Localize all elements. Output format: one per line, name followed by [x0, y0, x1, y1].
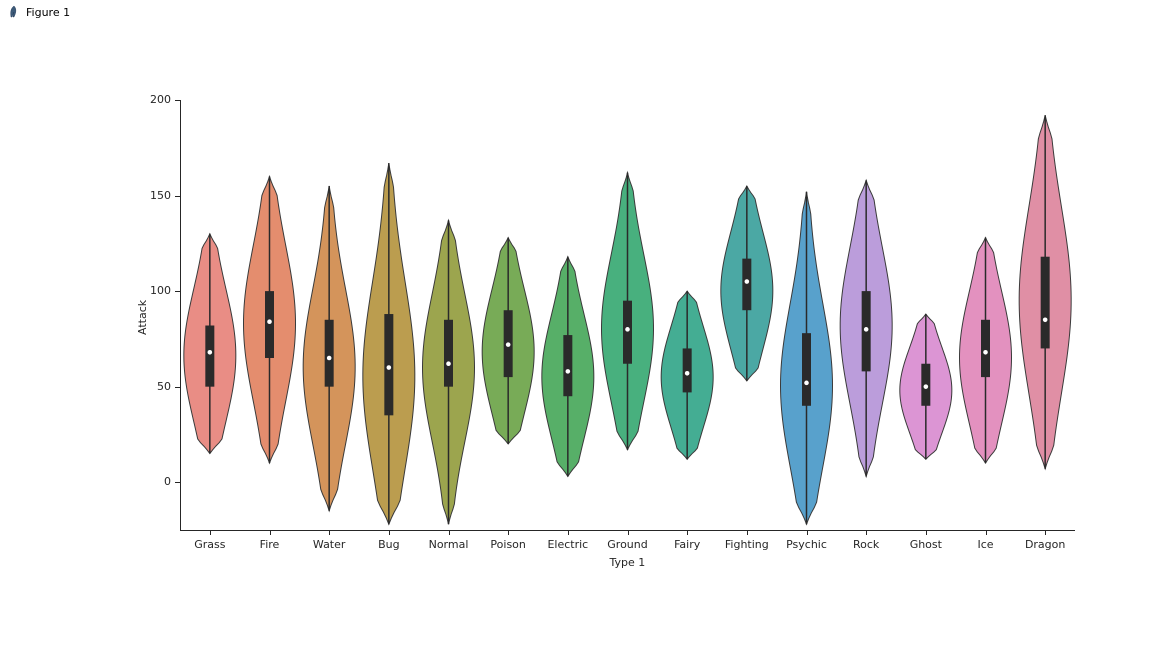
violin-box — [683, 348, 692, 392]
violin-box — [623, 301, 632, 364]
xtick-mark — [508, 530, 509, 535]
xtick-label: Ghost — [896, 538, 956, 551]
violin-box — [444, 320, 453, 387]
ytick-label: 100 — [150, 284, 171, 297]
violin-median — [864, 327, 869, 332]
xtick-mark — [270, 530, 271, 535]
ytick-label: 200 — [150, 93, 171, 106]
violin-dragon — [1019, 115, 1071, 469]
violin-box — [802, 333, 811, 406]
violin-electric — [542, 257, 594, 477]
xtick-label: Electric — [538, 538, 598, 551]
violin-median — [267, 319, 272, 324]
ytick-label: 0 — [164, 475, 171, 488]
violin-median — [983, 350, 988, 355]
violin-box — [563, 335, 572, 396]
violin-box — [325, 320, 334, 387]
violin-median — [1043, 317, 1048, 322]
violin-ground — [602, 173, 654, 450]
ytick-mark — [175, 196, 180, 197]
ytick-mark — [175, 100, 180, 101]
xtick-mark — [628, 530, 629, 535]
violin-rock — [840, 180, 892, 476]
violin-box — [1041, 257, 1050, 349]
violin-median — [446, 361, 451, 366]
violin-ice — [960, 238, 1012, 464]
xtick-label: Psychic — [777, 538, 837, 551]
violin-fairy — [661, 291, 713, 459]
xtick-label: Bug — [359, 538, 419, 551]
xtick-label: Poison — [478, 538, 538, 551]
violin-psychic — [781, 192, 833, 525]
violin-box — [742, 259, 751, 311]
violin-median — [745, 279, 750, 284]
violin-box — [205, 326, 214, 387]
violin-median — [327, 356, 332, 361]
xtick-mark — [568, 530, 569, 535]
xtick-label: Rock — [836, 538, 896, 551]
xtick-label: Water — [299, 538, 359, 551]
xtick-mark — [926, 530, 927, 535]
xtick-mark — [747, 530, 748, 535]
xtick-label: Fire — [240, 538, 300, 551]
xtick-mark — [210, 530, 211, 535]
xtick-mark — [807, 530, 808, 535]
xtick-mark — [329, 530, 330, 535]
xtick-label: Fighting — [717, 538, 777, 551]
violin-poison — [482, 238, 534, 444]
xtick-mark — [687, 530, 688, 535]
violin-box — [981, 320, 990, 377]
violin-fire — [244, 176, 296, 463]
violin-median — [924, 384, 929, 389]
violin-ghost — [900, 314, 952, 459]
violin-box — [265, 291, 274, 358]
violin-median — [208, 350, 213, 355]
xtick-mark — [1045, 530, 1046, 535]
x-axis-label: Type 1 — [610, 556, 646, 569]
ytick-label: 50 — [157, 380, 171, 393]
xtick-mark — [389, 530, 390, 535]
violin-bug — [363, 163, 415, 524]
xtick-label: Ice — [956, 538, 1016, 551]
xtick-mark — [986, 530, 987, 535]
ytick-mark — [175, 387, 180, 388]
plot-svg — [180, 100, 1075, 530]
xtick-label: Grass — [180, 538, 240, 551]
xtick-label: Ground — [598, 538, 658, 551]
violin-box — [384, 314, 393, 415]
violin-median — [625, 327, 630, 332]
xtick-label: Fairy — [657, 538, 717, 551]
ytick-mark — [175, 482, 180, 483]
violin-median — [804, 381, 809, 386]
violin-median — [387, 365, 392, 370]
figure-canvas: 0 50 100 150 200 GrassFireWaterBugNormalPois… — [0, 0, 1149, 646]
violin-median — [566, 369, 571, 374]
xtick-label: Normal — [419, 538, 479, 551]
violin-median — [506, 342, 511, 347]
y-axis-label: Attack — [136, 300, 149, 335]
violin-normal — [423, 220, 475, 524]
xtick-mark — [449, 530, 450, 535]
violin-grass — [184, 234, 236, 454]
xtick-mark — [866, 530, 867, 535]
violin-water — [303, 186, 355, 511]
ytick-label: 150 — [150, 189, 171, 202]
violin-fighting — [721, 186, 773, 381]
ytick-mark — [175, 291, 180, 292]
xtick-label: Dragon — [1015, 538, 1075, 551]
violin-median — [685, 371, 690, 376]
